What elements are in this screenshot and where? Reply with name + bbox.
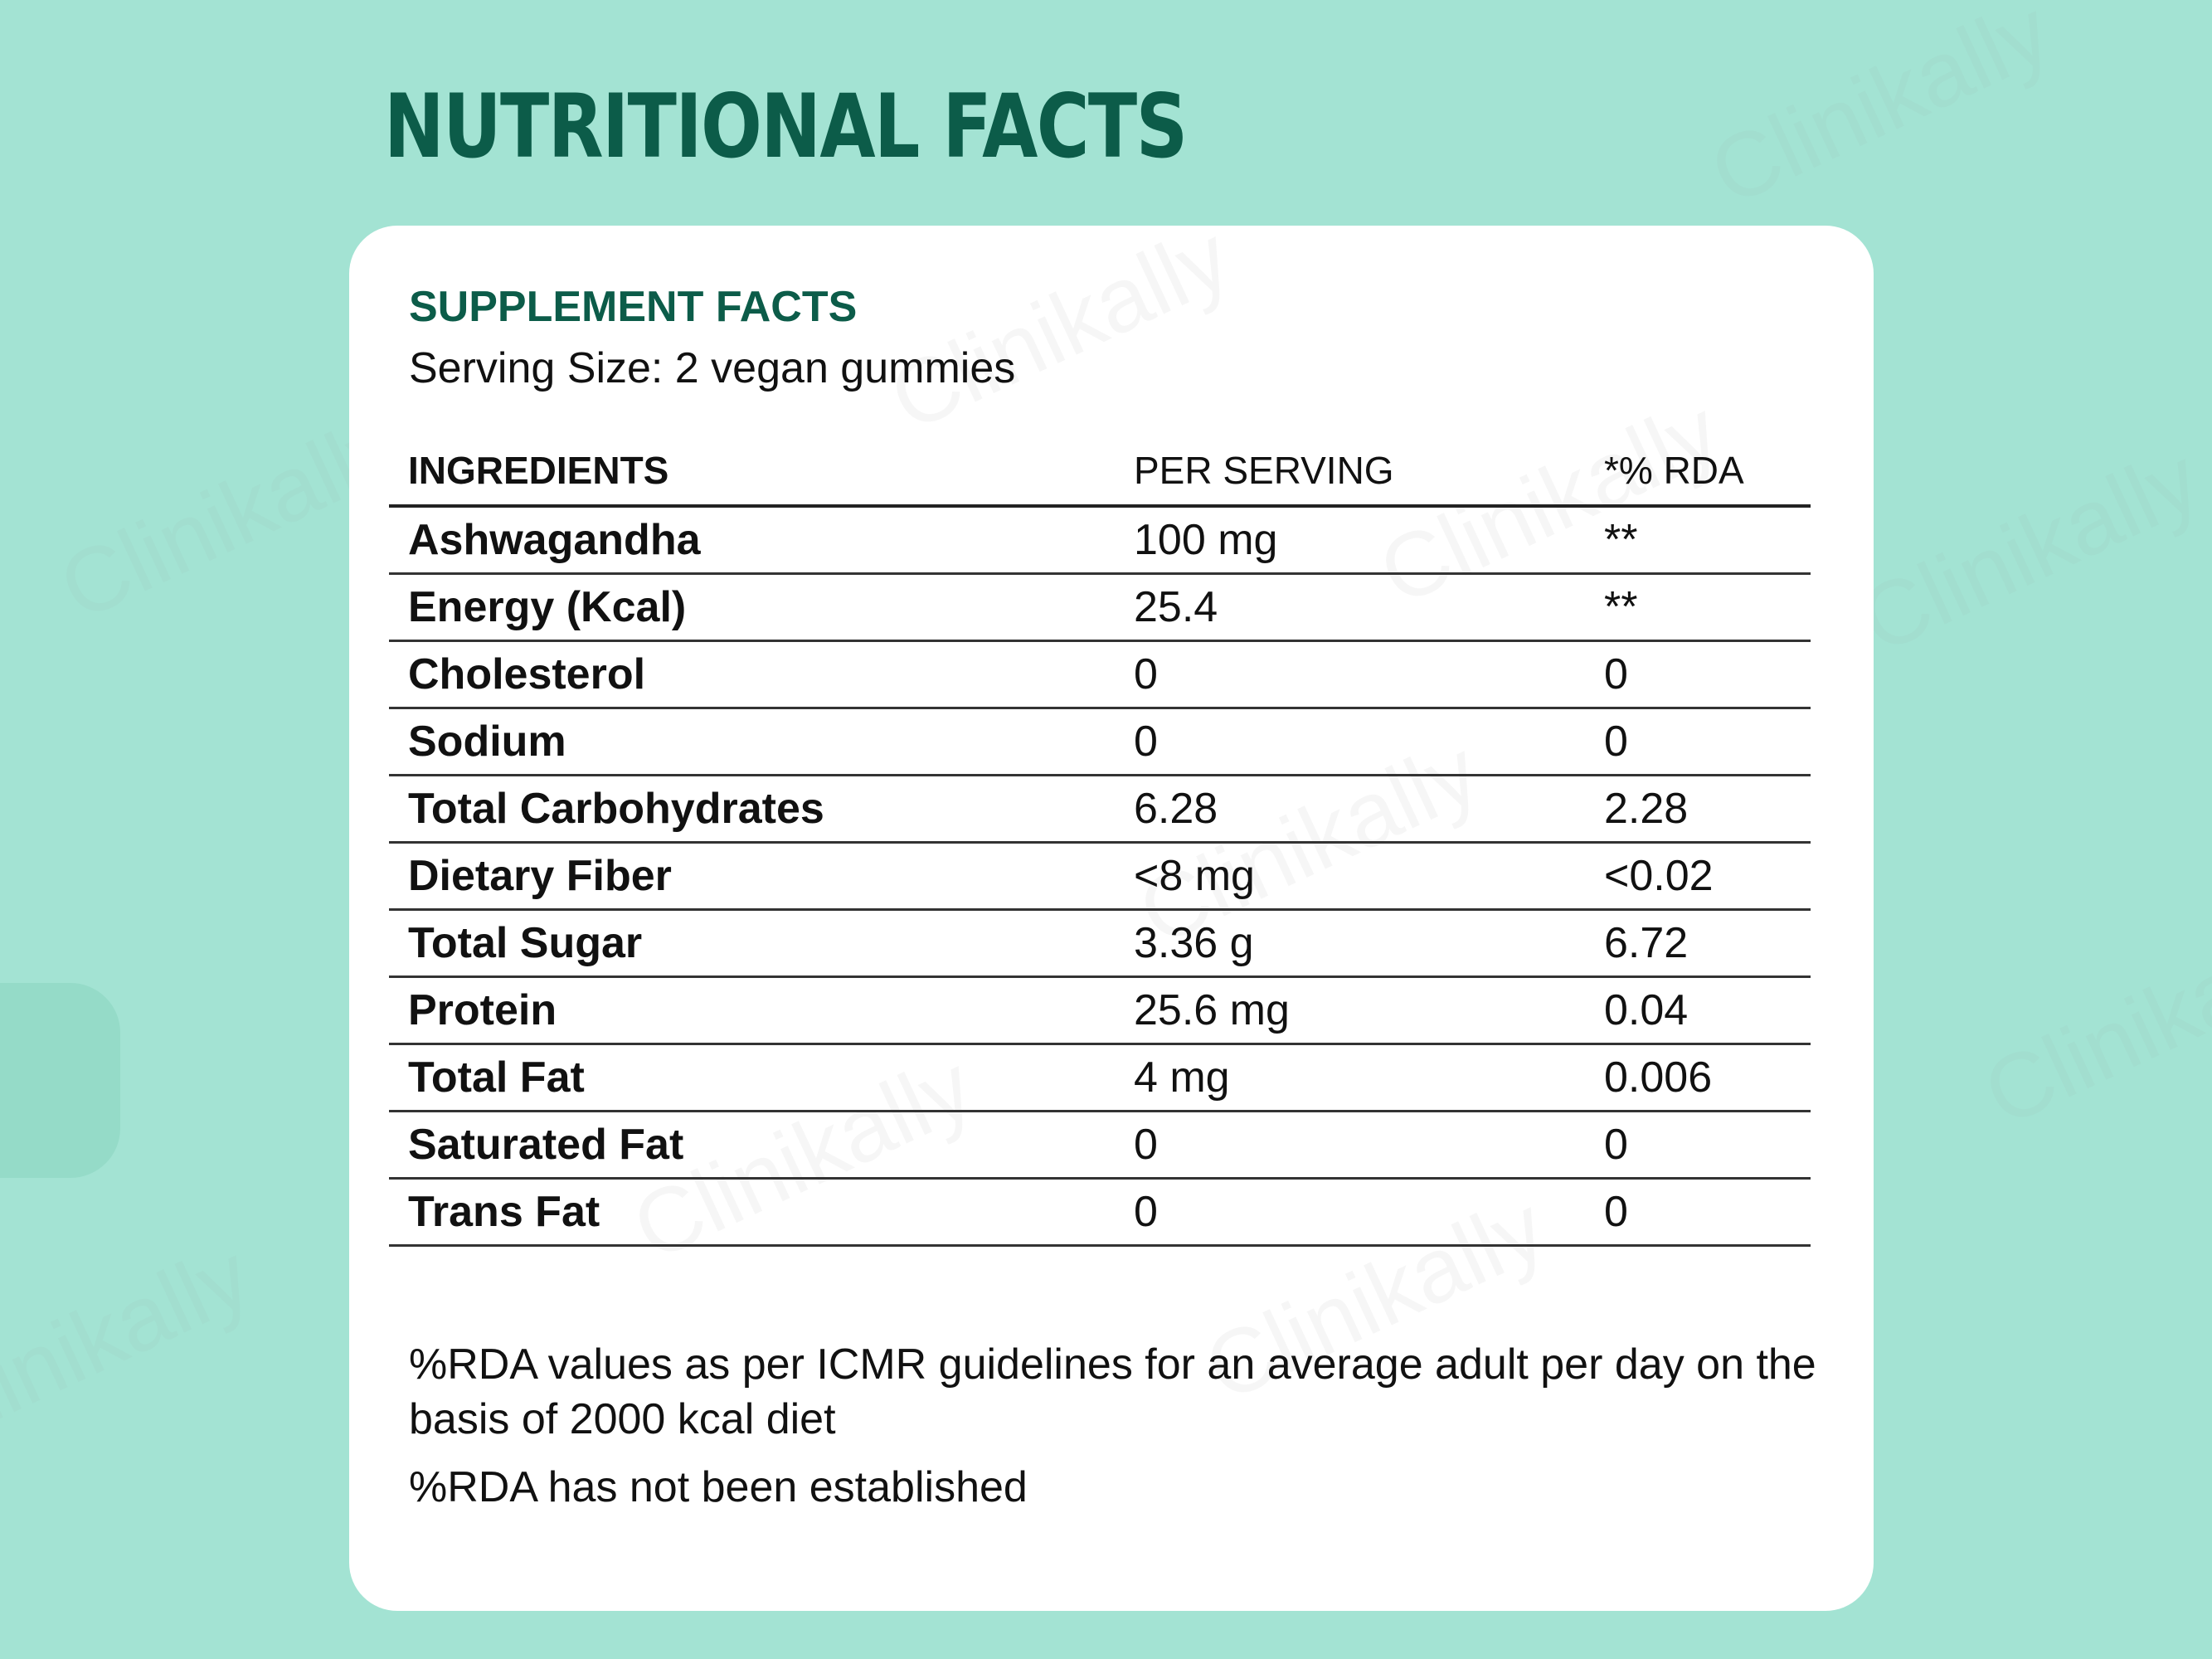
rda-value: 0 [1585, 1111, 1811, 1180]
per-serving-value: 25.6 mg [1115, 976, 1585, 1045]
rda-not-established-note: %RDA has not been established [409, 1463, 1028, 1511]
per-serving-value: 6.28 [1115, 775, 1585, 844]
ingredient-name: Saturated Fat [389, 1111, 1115, 1180]
per-serving-value: 0 [1115, 640, 1585, 709]
rda-value: 0 [1585, 640, 1811, 709]
table-row: Trans Fat 0 0 [389, 1178, 1811, 1247]
ingredient-name: Protein [389, 976, 1115, 1045]
ingredient-name: Total Sugar [389, 909, 1115, 978]
rda-value: <0.02 [1585, 842, 1811, 911]
page-title: NUTRITIONAL FACTS [384, 75, 1188, 178]
table-row: Total Sugar 3.36 g 6.72 [389, 909, 1811, 978]
header-per-serving: PER SERVING [1115, 436, 1585, 508]
header-ingredients: INGREDIENTS [389, 436, 1115, 508]
rda-value: 6.72 [1585, 909, 1811, 978]
table-row: Protein 25.6 mg 0.04 [389, 976, 1811, 1045]
ingredient-name: Sodium [389, 708, 1115, 776]
rda-value: 0 [1585, 708, 1811, 776]
rda-value: 0 [1585, 1178, 1811, 1247]
table-row: Saturated Fat 0 0 [389, 1111, 1811, 1180]
supplement-facts-card: Clinikally Clinikally Clinikally Clinika… [349, 226, 1874, 1611]
rda-value: 2.28 [1585, 775, 1811, 844]
ingredient-name: Cholesterol [389, 640, 1115, 709]
per-serving-value: 0 [1115, 708, 1585, 776]
table-row: Total Carbohydrates 6.28 2.28 [389, 775, 1811, 844]
ingredient-name: Energy (Kcal) [389, 573, 1115, 642]
table-row: Dietary Fiber <8 mg <0.02 [389, 842, 1811, 911]
watermark: Clinikally [1969, 901, 2212, 1146]
table-row: Total Fat 4 mg 0.006 [389, 1044, 1811, 1112]
per-serving-value: 25.4 [1115, 573, 1585, 642]
rda-value: ** [1585, 506, 1811, 575]
watermark: Clinikally [1845, 428, 2212, 673]
nutrition-table: INGREDIENTS PER SERVING *% RDA Ashwagand… [389, 436, 1811, 1247]
rda-value: 0.006 [1585, 1044, 1811, 1112]
serving-size: Serving Size: 2 vegan gummies [409, 344, 1016, 392]
header-rda: *% RDA [1585, 436, 1811, 508]
rda-value: 0.04 [1585, 976, 1811, 1045]
table-row: Energy (Kcal) 25.4 ** [389, 573, 1811, 642]
background-shape [0, 983, 120, 1178]
table-header-row: INGREDIENTS PER SERVING *% RDA [389, 436, 1811, 508]
per-serving-value: 3.36 g [1115, 909, 1585, 978]
ingredient-name: Trans Fat [389, 1178, 1115, 1247]
ingredient-name: Total Carbohydrates [389, 775, 1115, 844]
per-serving-value: 100 mg [1115, 506, 1585, 575]
per-serving-value: 0 [1115, 1178, 1585, 1247]
ingredient-name: Ashwagandha [389, 506, 1115, 575]
table-row: Ashwagandha 100 mg ** [389, 506, 1811, 575]
ingredient-name: Dietary Fiber [389, 842, 1115, 911]
rda-footnote: %RDA values as per ICMR guidelines for a… [409, 1340, 1816, 1443]
watermark: Clinikally [874, 226, 1245, 452]
ingredient-name: Total Fat [389, 1044, 1115, 1112]
table-row: Sodium 0 0 [389, 708, 1811, 776]
per-serving-value: 4 mg [1115, 1044, 1585, 1112]
supplement-facts-title: SUPPLEMENT FACTS [409, 283, 858, 331]
per-serving-value: <8 mg [1115, 842, 1585, 911]
table-row: Cholesterol 0 0 [389, 640, 1811, 709]
rda-value: ** [1585, 573, 1811, 642]
watermark: Clinikally [0, 1224, 265, 1469]
per-serving-value: 0 [1115, 1111, 1585, 1180]
watermark: Clinikally [1695, 0, 2065, 225]
